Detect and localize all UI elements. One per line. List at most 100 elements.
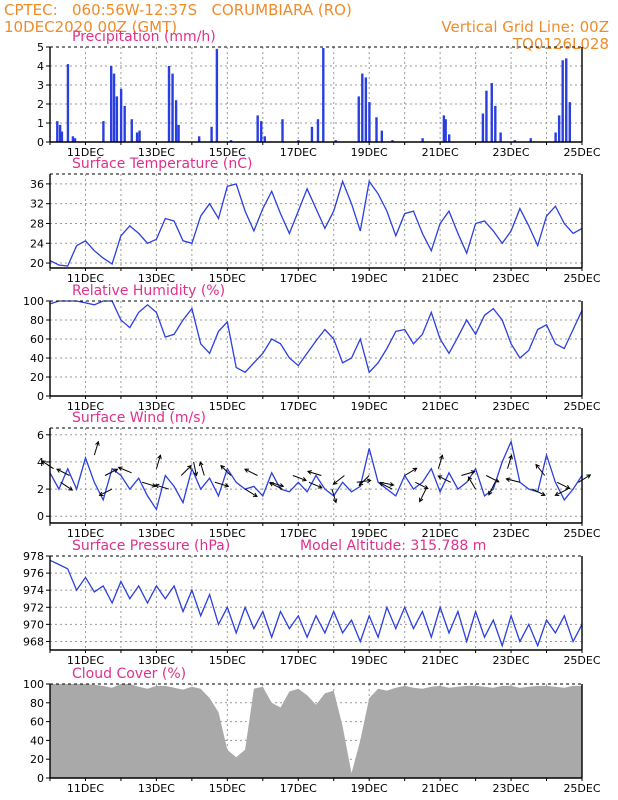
wind-arrowhead xyxy=(198,461,204,467)
precip-bar xyxy=(123,105,126,142)
chart-panel-6: 0 20 40 60 80 100 11DEC 13DEC 15DEC 17DEC 19DEC 21D… xyxy=(23,666,601,795)
precip-bar xyxy=(256,115,259,142)
wind-vector xyxy=(118,466,132,474)
x-tick-label: 13DEC xyxy=(138,782,175,795)
panel-title: Cloud Cover (%) xyxy=(72,666,186,682)
precip-bar xyxy=(380,130,384,142)
x-tick-label: 17DEC xyxy=(280,782,317,795)
precip-bar xyxy=(357,96,360,142)
wind-arrowhead xyxy=(419,497,424,503)
precip-bar xyxy=(316,119,320,142)
precip-bar xyxy=(297,140,300,142)
wind-arrowhead xyxy=(378,482,384,487)
x-tick-label: 13DEC xyxy=(138,400,175,413)
y-tick-label: 24 xyxy=(30,237,44,250)
wind-vector xyxy=(155,484,169,490)
x-tick-label: 11DEC xyxy=(67,782,104,795)
precip-bar xyxy=(229,140,233,142)
panel-title: Precipitation (mm/h) xyxy=(72,29,216,45)
wind-arrowhead xyxy=(412,467,418,473)
y-tick-label: 20 xyxy=(30,371,44,384)
chart-panel-4: 0 2 4 6 11DEC 13DEC 15DEC 17DEC 19DEC 21DEC 23DEC 2… xyxy=(37,410,601,540)
wind-vector xyxy=(358,475,370,486)
x-tick-label: 23DEC xyxy=(493,527,530,540)
x-tick-label: 11DEC xyxy=(67,527,104,540)
y-tick-label: 976 xyxy=(23,567,44,580)
x-tick-label: 11DEC xyxy=(67,146,104,159)
wind-vector xyxy=(292,475,307,481)
x-tick-label: 17DEC xyxy=(280,272,317,285)
precip-bar xyxy=(310,126,314,142)
wind-arrowhead xyxy=(508,454,513,460)
precip-bar xyxy=(368,102,371,142)
x-tick-label: 25DEC xyxy=(563,400,600,413)
wind-arrowhead xyxy=(56,468,62,473)
wind-arrowhead xyxy=(332,498,338,504)
precip-bar xyxy=(135,132,139,142)
wind-arrowhead xyxy=(154,483,160,489)
wind-arrowhead xyxy=(68,486,74,491)
x-tick-label: 19DEC xyxy=(351,654,388,667)
wind-arrowhead xyxy=(187,464,192,470)
precip-bar xyxy=(322,47,325,143)
wind-arrowhead xyxy=(470,470,476,475)
precip-bar xyxy=(485,90,488,142)
wind-arrowhead xyxy=(317,484,323,489)
y-tick-label: 80 xyxy=(30,314,44,327)
wind-arrowhead xyxy=(565,484,571,490)
y-tick-label: 1 xyxy=(37,117,44,130)
x-tick-label: 11DEC xyxy=(67,654,104,667)
precip-bar xyxy=(513,140,517,142)
wind-arrowhead xyxy=(95,440,100,446)
wind-arrowhead xyxy=(306,470,312,475)
wind-vector xyxy=(507,455,513,469)
wind-vector xyxy=(419,488,427,502)
precip-bar xyxy=(361,73,364,142)
precip-bar xyxy=(561,60,564,142)
precip-bar xyxy=(102,121,105,142)
x-tick-label: 19DEC xyxy=(351,272,388,285)
wind-arrowhead xyxy=(437,475,443,480)
precip-bar xyxy=(197,136,201,142)
x-tick-label: 23DEC xyxy=(493,272,530,285)
wind-arrowhead xyxy=(302,477,308,482)
wind-vector xyxy=(60,481,73,491)
x-tick-label: 21DEC xyxy=(422,527,459,540)
header: CPTEC: 060:56W-12:37S CORUMBIARA (RO) 10… xyxy=(4,1,609,53)
precip-bar xyxy=(73,138,77,142)
header-location: CPTEC: 060:56W-12:37S CORUMBIARA (RO) xyxy=(4,1,352,19)
y-tick-label: 972 xyxy=(23,601,44,614)
wind-vector xyxy=(437,455,443,469)
wind-arrowhead xyxy=(268,482,274,487)
series-line xyxy=(49,439,583,511)
x-tick-label: 23DEC xyxy=(493,654,530,667)
y-tick-label: 2 xyxy=(37,98,44,111)
wind-vector xyxy=(532,488,546,496)
wind-vector xyxy=(486,475,499,483)
precip-bar xyxy=(391,140,394,142)
series-line xyxy=(49,559,583,648)
precip-bar xyxy=(554,132,557,142)
x-tick-label: 23DEC xyxy=(493,400,530,413)
wind-vector xyxy=(269,482,283,490)
precip-bar xyxy=(167,66,171,142)
wind-arrowhead xyxy=(586,474,592,479)
wind-vector xyxy=(220,465,232,476)
y-tick-label: 0 xyxy=(37,390,44,403)
wind-vector xyxy=(99,488,113,496)
wind-vector xyxy=(461,470,475,476)
precip-bar xyxy=(421,138,424,142)
wind-vector xyxy=(244,488,258,497)
wind-arrowhead xyxy=(505,477,511,482)
y-tick-label: 20 xyxy=(30,753,44,766)
wind-vector xyxy=(41,460,54,470)
wind-arrowhead xyxy=(193,471,199,477)
precip-bar xyxy=(115,96,119,142)
y-tick-label: 20 xyxy=(30,257,44,270)
wind-arrowhead xyxy=(439,454,444,460)
x-tick-label: 19DEC xyxy=(351,400,388,413)
wind-vector xyxy=(104,468,118,476)
y-tick-label: 28 xyxy=(30,217,44,230)
x-tick-label: 25DEC xyxy=(563,654,600,667)
y-tick-label: 6 xyxy=(37,429,44,442)
